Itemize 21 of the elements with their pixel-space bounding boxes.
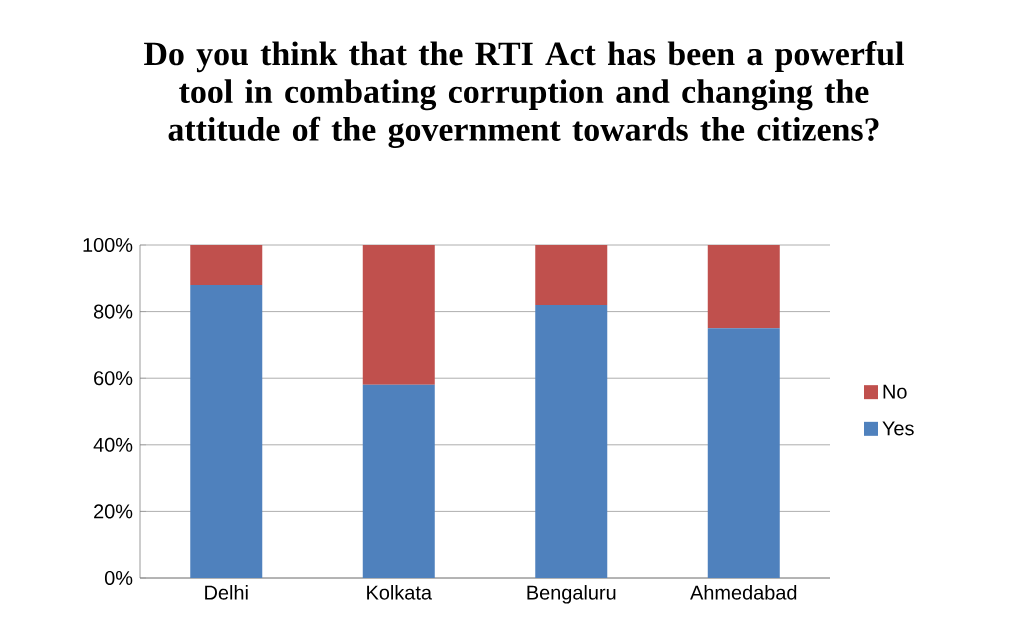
bar: [535, 304, 608, 578]
y-tick-label: 100%: [83, 237, 133, 253]
bar: [707, 245, 780, 329]
x-tick-label: Kolkata: [367, 585, 432, 600]
bar: [707, 328, 780, 578]
bar: [362, 384, 435, 578]
x-tick-label: Delhi: [205, 585, 248, 600]
y-tick-label: 40%: [93, 437, 133, 452]
bar: [362, 245, 435, 385]
y-tick-label: 60%: [94, 371, 133, 386]
x-tick-label: Ahmedabad: [690, 585, 797, 600]
x-tick-label: Bengaluru: [527, 585, 616, 604]
legend-label: No: [883, 384, 907, 399]
bar: [190, 245, 263, 285]
bar: [190, 284, 263, 578]
y-tick-label: 80%: [93, 304, 133, 319]
legend-label: Yes: [882, 421, 914, 436]
bar: [535, 245, 608, 305]
y-tick-label: 0%: [104, 570, 133, 586]
y-tick-label: 20%: [94, 504, 133, 519]
chart-title: Do you think that the RTI Act has been a powerful tool in combating corruption and changing the attitude of the government towards the citizens?: [144, 41, 904, 149]
